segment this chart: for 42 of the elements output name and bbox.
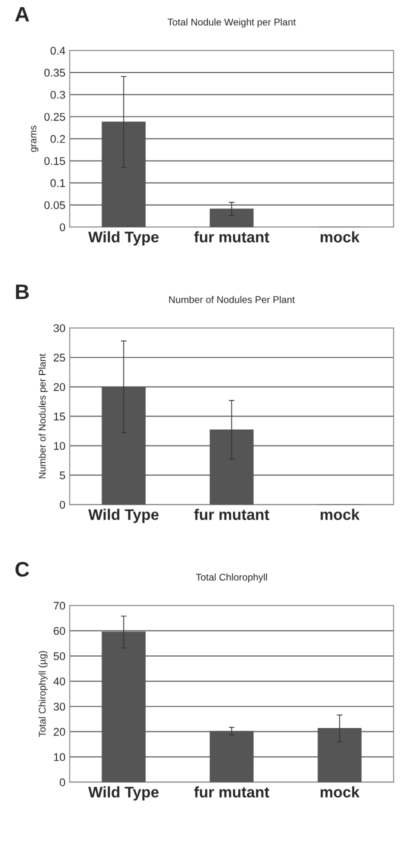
- y-tick-label: 0: [60, 778, 66, 786]
- x-tick-label: fur mutant: [194, 231, 270, 242]
- text: C: [15, 562, 30, 577]
- y-tick-label: 50: [54, 652, 66, 660]
- chart-title: Total Chlorophyll: [196, 573, 267, 583]
- y-tick-label: 20: [54, 728, 66, 736]
- x-tick-label: mock: [320, 786, 360, 798]
- x-tick-label: Wild Type: [88, 231, 159, 246]
- y-tick-label: 0: [60, 500, 66, 509]
- text: B: [16, 284, 29, 299]
- y-tick-label: 0.1: [50, 179, 65, 188]
- text: A: [15, 7, 30, 22]
- y-tick-label: 20: [54, 383, 66, 391]
- x-tick-label: fur mutant: [194, 786, 270, 798]
- y-tick-label: 10: [54, 753, 66, 762]
- y-tick-label: 0.4: [50, 46, 66, 55]
- y-tick-label: 30: [54, 324, 66, 332]
- y-tick-label: 0.35: [44, 68, 66, 77]
- y-tick-label: 60: [54, 627, 66, 635]
- y-tick-label: 0: [60, 223, 66, 232]
- y-tick-label: 25: [54, 354, 66, 362]
- y-axis-title: grams: [31, 126, 38, 152]
- x-tick-label: mock: [320, 508, 360, 520]
- x-tick-label: fur mutant: [194, 508, 270, 520]
- y-tick-label: 40: [53, 677, 66, 686]
- x-tick-label: mock: [320, 231, 360, 242]
- chart-title: Total Nodule Weight per Plant: [168, 18, 296, 28]
- y-tick-label: 70: [54, 602, 66, 610]
- y-tick-label: 5: [60, 472, 66, 480]
- y-tick-label: 0.15: [44, 157, 66, 165]
- y-axis-title: Number of Nodules per Plant: [38, 354, 48, 478]
- y-tick-label: 15: [54, 412, 66, 420]
- y-tick-label: 0.05: [44, 201, 66, 210]
- y-tick-label: 0.25: [44, 112, 66, 121]
- y-tick-label: 0.2: [50, 135, 65, 143]
- x-tick-label: Wild Type: [88, 508, 159, 524]
- chart-title: Number of Nodules Per Plant: [169, 296, 295, 304]
- y-tick-label: 0.3: [50, 90, 66, 99]
- y-tick-label: 10: [54, 442, 66, 450]
- y-tick-label: 30: [54, 702, 66, 711]
- y-axis-title: Total Chirophyll (µg): [38, 651, 48, 737]
- x-tick-label: Wild Type: [88, 786, 159, 801]
